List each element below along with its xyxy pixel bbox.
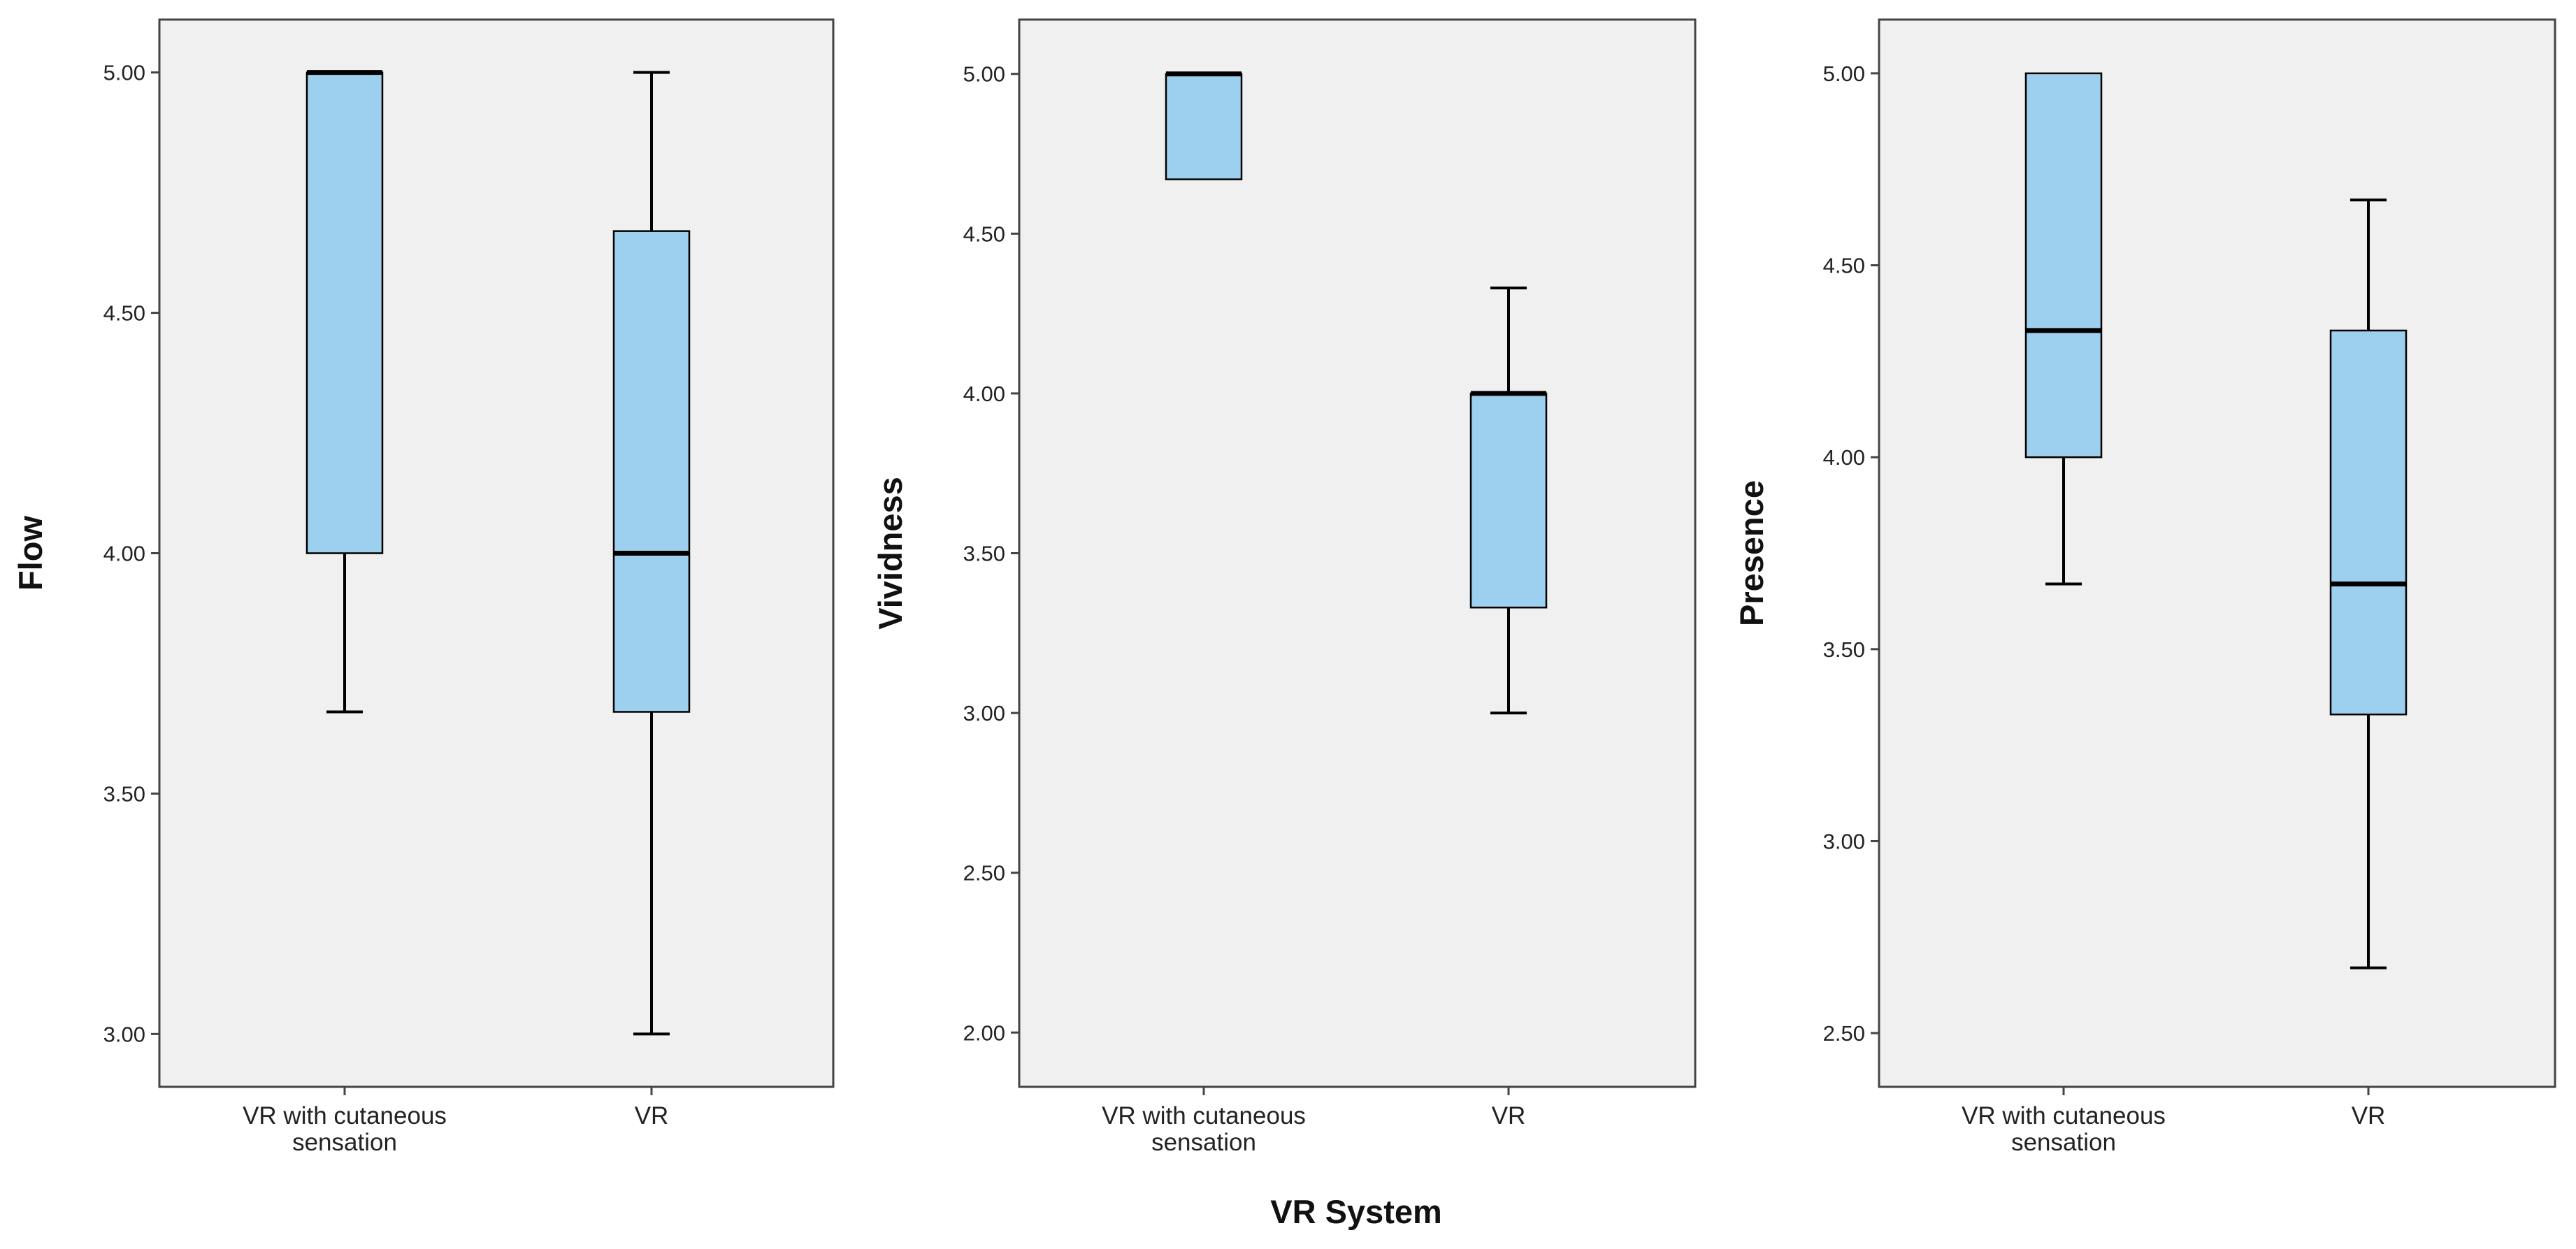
x-category-label: VR with cutaneous sensation: [1102, 1102, 1306, 1156]
x-category-label: VR: [1492, 1102, 1526, 1129]
y-tick-label: 2.50: [963, 861, 1005, 886]
vividness-panel: 2.00 2.50 3.00 3.50 4.00 4.50 5.00 Vividness VR …: [872, 18, 1697, 1156]
x-category-label: VR: [2352, 1102, 2386, 1129]
y-tick-label: 2.00: [963, 1020, 1005, 1045]
y-tick-label: 4.00: [1823, 445, 1865, 470]
y-axis-title: Flow: [12, 516, 49, 591]
y-tick-label: 3.50: [103, 781, 145, 806]
box-1: [612, 71, 691, 1036]
box-0: [1165, 71, 1243, 180]
box-0: [305, 70, 384, 714]
plot-area: [1878, 18, 2556, 1088]
iqr-box: [612, 230, 691, 713]
iqr-box: [2024, 72, 2103, 459]
y-tick-label: 4.50: [963, 222, 1005, 246]
iqr-box: [2329, 329, 2408, 716]
y-tick-label: 5.00: [1823, 62, 1865, 86]
box-1: [1469, 287, 1548, 715]
box-0: [2024, 72, 2103, 586]
y-tick-label: 2.50: [1823, 1021, 1865, 1046]
y-tick-label: 3.50: [963, 542, 1005, 566]
y-tick-label: 4.50: [1823, 254, 1865, 278]
y-axis-title: Vividness: [872, 477, 909, 630]
y-tick-label: 3.00: [103, 1022, 145, 1046]
iqr-box: [1165, 73, 1243, 180]
y-tick-label: 4.00: [103, 542, 145, 566]
y-tick-label: 4.50: [103, 301, 145, 326]
y-tick-label: 5.00: [963, 62, 1005, 87]
y-axis-title: Presence: [1733, 480, 1770, 626]
plot-area: [158, 18, 835, 1088]
y-tick-label: 3.00: [963, 701, 1005, 725]
y-tick-label: 4.00: [963, 382, 1005, 406]
iqr-box: [305, 71, 384, 554]
iqr-box: [1469, 392, 1548, 609]
box-1: [2329, 198, 2408, 969]
plot-area: [1018, 18, 1697, 1088]
y-tick-label: 3.00: [1823, 829, 1865, 853]
presence-panel: 2.50 3.00 3.50 4.00 4.50 5.00 Presence VR with …: [1733, 18, 2556, 1156]
y-tick-label: 5.00: [103, 61, 145, 85]
shared-x-axis-title: VR System: [1270, 1193, 1442, 1230]
x-category-label: VR with cutaneous sensation: [1962, 1102, 2166, 1156]
x-category-label: VR with cutaneous sensation: [243, 1102, 447, 1156]
flow-panel: 3.00 3.50 4.00 4.50 5.00 Flow VR with cutaneou…: [12, 18, 835, 1156]
y-tick-label: 3.50: [1823, 637, 1865, 662]
x-category-label: VR: [635, 1102, 669, 1129]
